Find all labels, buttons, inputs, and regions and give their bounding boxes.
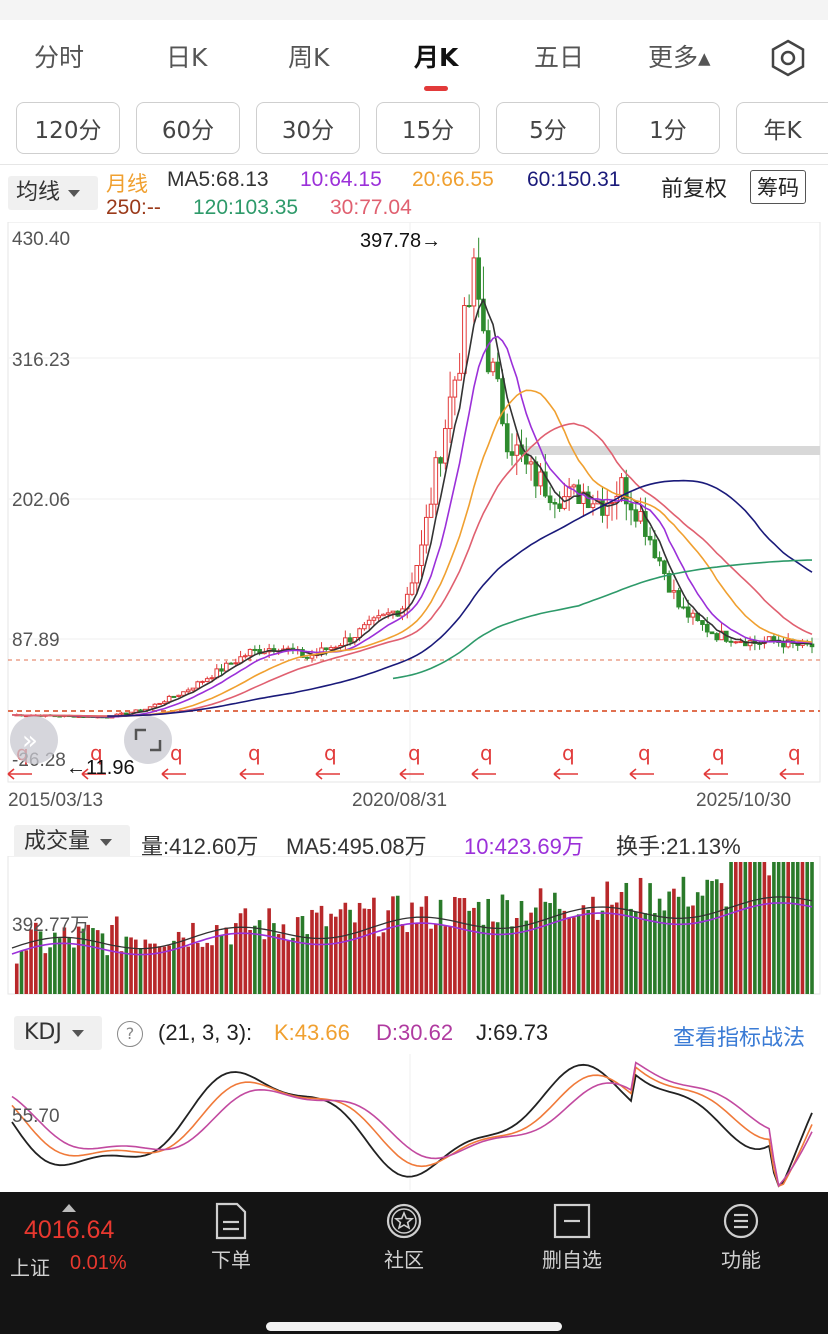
volume-ma-lines: [11, 896, 813, 956]
turnover-rate: 换手:21.13%: [616, 834, 741, 859]
chevron-down-icon: [100, 838, 113, 846]
nav-remove-favorite[interactable]: 删自选: [517, 1202, 627, 1273]
nav-functions-label: 功能: [721, 1248, 761, 1272]
ma120-value: 120:103.35: [193, 196, 299, 219]
svg-text:q: q: [408, 741, 421, 765]
svg-text:q: q: [90, 741, 103, 765]
tab-daily-k[interactable]: 日K: [166, 43, 208, 72]
volume-ma5: MA5:495.08万: [286, 834, 427, 859]
period-tabs: 分时 日K 周K 月K 五日 更多▴: [0, 28, 828, 91]
volume-y-label: 392.77万: [12, 915, 89, 936]
min-price-marker: ←11.96: [66, 757, 135, 779]
kdj-lines: [11, 1061, 813, 1188]
kdj-chart[interactable]: 55.70: [0, 1054, 828, 1190]
svg-text:q: q: [788, 741, 801, 765]
star-badge-icon: [386, 1203, 422, 1239]
ma30-value: 30:77.04: [330, 196, 412, 219]
svg-text:q: q: [562, 741, 575, 765]
svg-text:q: q: [324, 741, 337, 765]
adjust-type[interactable]: 前复权: [661, 176, 728, 201]
ma250-value: 250:--: [106, 196, 161, 219]
index-name: 上证: [10, 1256, 50, 1280]
index-change: 0.01%: [70, 1252, 127, 1274]
year-k-tab[interactable]: 年K: [736, 102, 828, 154]
svg-text:q: q: [170, 741, 183, 765]
ma60-value: 60:150.31: [527, 168, 621, 191]
nav-community[interactable]: 社区: [349, 1202, 459, 1273]
y-label-3: 202.06: [12, 490, 70, 511]
tab-weekly-k[interactable]: 周K: [288, 43, 330, 72]
help-icon[interactable]: ?: [117, 1021, 143, 1047]
up-arrow-icon: [62, 1204, 76, 1212]
minute-tab-60[interactable]: 60分: [136, 102, 240, 154]
date-start: 2015/03/13: [8, 790, 103, 811]
document-icon: [215, 1202, 247, 1240]
indicator-strategy-link[interactable]: 查看指标战法: [673, 1025, 806, 1050]
settings-icon[interactable]: [768, 38, 808, 78]
menu-circle-icon: [723, 1203, 759, 1239]
kdj-d: D:30.62: [376, 1020, 454, 1045]
volume-bars: [14, 862, 814, 994]
tab-five-day[interactable]: 五日: [534, 43, 585, 72]
minus-box-icon: [553, 1203, 591, 1239]
crosshair-icon[interactable]: [124, 716, 172, 764]
volume-chart[interactable]: 392.77万: [0, 856, 828, 996]
kdj-dropdown-label: KDJ: [24, 1020, 62, 1045]
kdj-j: J:69.73: [476, 1020, 549, 1045]
minute-tab-5[interactable]: 5分: [496, 102, 600, 154]
y-label-4: 87.89: [12, 630, 60, 651]
status-strip: [0, 0, 828, 20]
volume-ma10: 10:423.69万: [464, 834, 584, 859]
date-mid: 2020/08/31: [352, 790, 447, 811]
ma-dropdown[interactable]: 均线: [8, 176, 98, 210]
expand-icon[interactable]: »: [10, 716, 58, 764]
home-indicator: [266, 1322, 562, 1331]
chip-button[interactable]: 筹码: [750, 170, 806, 204]
date-end: 2025/10/30: [696, 790, 791, 811]
minute-tab-30[interactable]: 30分: [256, 102, 360, 154]
tab-minute-line[interactable]: 分时: [34, 43, 85, 72]
volume-dropdown[interactable]: 成交量: [14, 825, 130, 859]
ma-period-label: 月线: [106, 173, 148, 196]
svg-text:»: »: [22, 726, 38, 756]
resistance-band: [515, 446, 820, 455]
chevron-down-icon: [71, 1029, 84, 1037]
active-tab-indicator: [424, 86, 448, 91]
index-price[interactable]: 4016.64: [24, 1216, 115, 1244]
kdj-y-label: 55.70: [12, 1106, 60, 1127]
kdj-dropdown[interactable]: KDJ: [14, 1016, 102, 1050]
divider: [0, 164, 828, 165]
y-label-top: 430.40: [12, 229, 70, 250]
minute-tab-1[interactable]: 1分: [616, 102, 720, 154]
svg-text:q: q: [480, 741, 493, 765]
chevron-down-icon: [68, 189, 81, 197]
bottom-bar: 4016.64 上证 0.01% 下单 社区 删自选 功能: [0, 1192, 828, 1334]
nav-order-label: 下单: [211, 1248, 251, 1272]
tab-more[interactable]: 更多▴: [648, 43, 711, 72]
ma5-value: MA5:68.13: [167, 168, 269, 191]
ma20-value: 20:66.55: [412, 168, 494, 191]
minute-tab-120[interactable]: 120分: [16, 102, 120, 154]
max-price-marker: 397.78→: [360, 230, 441, 252]
svg-text:q: q: [248, 741, 261, 765]
ma-lines: [12, 297, 813, 719]
volume-dropdown-label: 成交量: [24, 829, 91, 854]
nav-community-label: 社区: [384, 1248, 424, 1272]
minute-period-row: 120分 60分 30分 15分 5分 1分 年K: [0, 100, 828, 158]
minute-tab-15[interactable]: 15分: [376, 102, 480, 154]
tab-monthly-k[interactable]: 月K: [414, 43, 459, 72]
nav-order[interactable]: 下单: [176, 1202, 286, 1273]
svg-text:q: q: [712, 741, 725, 765]
svg-text:q: q: [638, 741, 651, 765]
ma-dropdown-label: 均线: [16, 180, 61, 205]
y-label-2: 316.23: [12, 350, 70, 371]
volume-value: 量:412.60万: [141, 834, 259, 859]
nav-remove-favorite-label: 删自选: [542, 1248, 602, 1272]
ma10-value: 10:64.15: [300, 168, 382, 191]
kdj-params: (21, 3, 3):: [158, 1020, 253, 1045]
nav-functions[interactable]: 功能: [686, 1202, 796, 1273]
price-chart[interactable]: qqqqqqqqqqq 430.40 316.23 202.06 87.89 -…: [0, 222, 828, 814]
kdj-k: K:43.66: [274, 1020, 350, 1045]
